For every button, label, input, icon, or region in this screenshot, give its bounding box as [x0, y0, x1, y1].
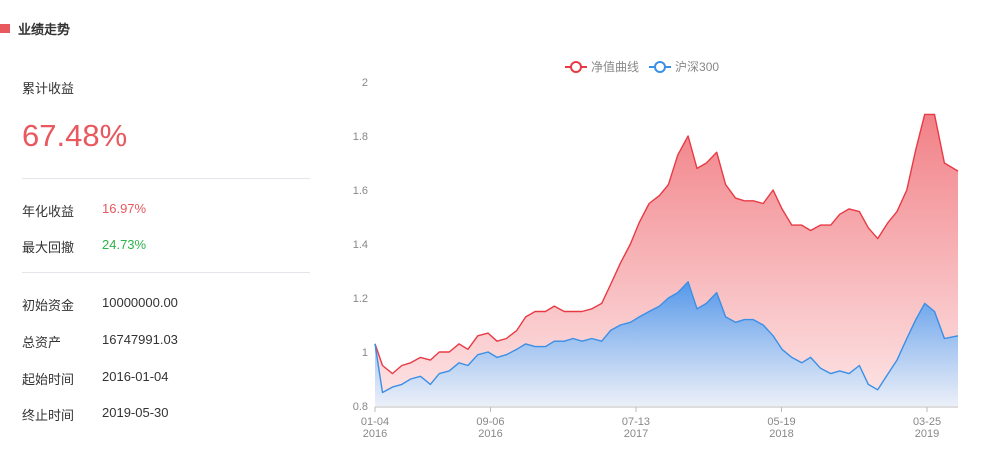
initial-capital-label: 初始资金: [22, 298, 75, 313]
start-date-value: 2016-01-04: [102, 369, 169, 384]
x-tick-year-label: 2018: [769, 428, 793, 440]
total-assets-value: 16747991.03: [102, 332, 178, 347]
end-date-label: 终止时间: [22, 408, 75, 423]
start-date-label: 起始时间: [22, 372, 75, 387]
x-tick-year-label: 2016: [478, 428, 502, 440]
legend-marker-nav: [565, 60, 587, 73]
annual-return-label: 年化收益: [22, 204, 75, 219]
x-tick-label: 07-13: [622, 416, 650, 428]
x-tick-year-label: 2017: [624, 428, 648, 440]
initial-capital-row: 初始资金 10000000.00: [22, 295, 178, 314]
x-tick-year-label: 2019: [915, 428, 939, 440]
cumulative-return-label: 累计收益: [22, 81, 75, 96]
legend-item-index[interactable]: 沪深300: [649, 58, 719, 75]
max-drawdown-value: 24.73%: [102, 237, 147, 252]
nav-line: [374, 113, 959, 375]
index-line: [374, 281, 959, 394]
legend-item-nav[interactable]: 净值曲线: [565, 58, 639, 75]
total-assets-row: 总资产 16747991.03: [22, 332, 178, 351]
y-tick-label: 1: [362, 347, 368, 359]
nav-area: [375, 114, 958, 407]
y-tick-label: 2: [362, 77, 368, 89]
x-tick-year-label: 2016: [363, 428, 387, 440]
y-tick-label: 0.8: [353, 401, 368, 413]
y-tick-label: 1.6: [353, 185, 368, 197]
divider: [22, 178, 310, 179]
end-date-row: 终止时间 2019-05-30: [22, 405, 169, 424]
section-header: 业绩走势: [0, 18, 70, 38]
y-tick-label: 1.2: [353, 293, 368, 305]
divider: [22, 272, 310, 273]
legend-label-nav: 净值曲线: [591, 60, 640, 74]
total-assets-label: 总资产: [22, 335, 62, 350]
x-tick-label: 01-04: [361, 416, 389, 428]
chart-legend: 净值曲线 沪深300: [565, 58, 729, 75]
start-date-row: 起始时间 2016-01-04: [22, 369, 169, 388]
annual-return-row: 年化收益 16.97%: [22, 201, 146, 220]
max-drawdown-label: 最大回撤: [22, 240, 75, 255]
initial-capital-value: 10000000.00: [102, 295, 178, 310]
x-tick-label: 03-25: [913, 416, 941, 428]
x-tick-label: 09-06: [476, 416, 504, 428]
index-area: [375, 281, 958, 406]
y-tick-label: 1.4: [353, 239, 368, 251]
cumulative-return-value: 67.48%: [22, 118, 128, 153]
y-tick-label: 1.8: [353, 131, 368, 143]
legend-label-index: 沪深300: [675, 60, 720, 74]
max-drawdown-row: 最大回撤 24.73%: [22, 237, 146, 256]
end-date-value: 2019-05-30: [102, 405, 169, 420]
section-title: 业绩走势: [18, 21, 71, 37]
x-tick-label: 05-19: [767, 416, 795, 428]
legend-marker-index: [649, 60, 672, 73]
title-accent-mark: [0, 23, 10, 33]
annual-return-value: 16.97%: [102, 201, 147, 216]
